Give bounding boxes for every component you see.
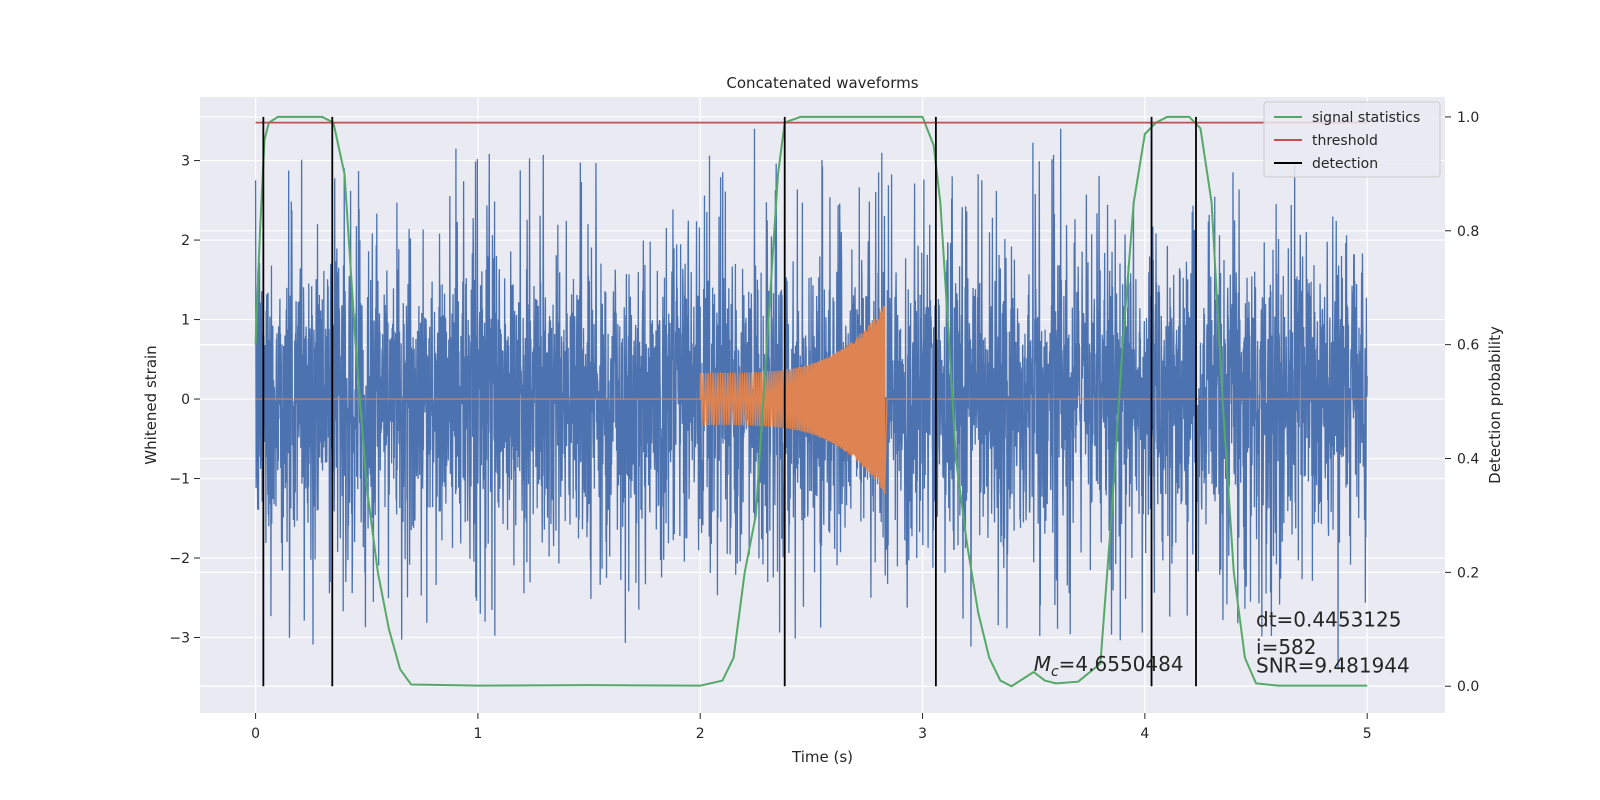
y-tick-label: 2 bbox=[181, 233, 190, 249]
chart-title: Concatenated waveforms bbox=[726, 74, 918, 92]
y2-tick-label: 0.8 bbox=[1457, 224, 1479, 240]
y-tick-label: 0 bbox=[181, 392, 190, 408]
y-axis-label: Whitened strain bbox=[142, 345, 160, 464]
y-tick-label: −1 bbox=[169, 472, 190, 488]
y2-axis-label: Detection probability bbox=[1486, 326, 1504, 484]
annotation-subscript: c bbox=[1051, 664, 1059, 680]
x-tick-label: 3 bbox=[918, 726, 927, 742]
legend-label: threshold bbox=[1312, 133, 1378, 149]
legend: signal statistics threshold detection bbox=[1263, 101, 1441, 178]
annotation: SNR=9.481944 bbox=[1256, 654, 1410, 678]
series-signal-statistics-line bbox=[254, 115, 1368, 688]
y-tick-label: −2 bbox=[169, 551, 190, 567]
axes: −3 −2 −1 0 1 2 3 0 1 2 3 4 5 0.0 0.2 0.4 0.6 0.8 1.0 bbox=[169, 110, 1479, 742]
x-axis-label: Time (s) bbox=[791, 748, 853, 766]
series-noise-line bbox=[254, 128, 1368, 670]
x-tick-label: 5 bbox=[1363, 726, 1372, 742]
y2-tick-label: 0.0 bbox=[1457, 679, 1479, 695]
plot-area bbox=[254, 115, 1368, 688]
annotation-value: =4.6550484 bbox=[1059, 652, 1184, 676]
x-tick-label: 0 bbox=[251, 726, 260, 742]
x-tick-label: 2 bbox=[696, 726, 705, 742]
y-tick-label: 1 bbox=[181, 313, 190, 329]
annotation: Mc=4.6550484 bbox=[1034, 652, 1184, 680]
y-tick-label: 3 bbox=[181, 154, 190, 170]
annotation: i=582 bbox=[1256, 635, 1317, 659]
series-chirp-line bbox=[255, 305, 1368, 495]
y2-tick-label: 0.2 bbox=[1457, 565, 1479, 581]
legend-box bbox=[1263, 101, 1441, 178]
y2-tick-label: 0.4 bbox=[1457, 452, 1479, 468]
annotations: dt=0.4453125 i=582 Mc=4.6550484 SNR=9.4819… bbox=[1034, 607, 1410, 679]
legend-label: signal statistics bbox=[1312, 110, 1420, 126]
x-tick-label: 1 bbox=[473, 726, 482, 742]
x-tick-label: 4 bbox=[1140, 726, 1149, 742]
y2-tick-label: 1.0 bbox=[1457, 110, 1479, 126]
annotation-symbol: M bbox=[1034, 652, 1051, 676]
legend-label: detection bbox=[1312, 156, 1378, 172]
annotation: dt=0.4453125 bbox=[1256, 607, 1401, 631]
y2-tick-label: 0.6 bbox=[1457, 338, 1479, 354]
y-tick-label: −3 bbox=[169, 630, 190, 646]
